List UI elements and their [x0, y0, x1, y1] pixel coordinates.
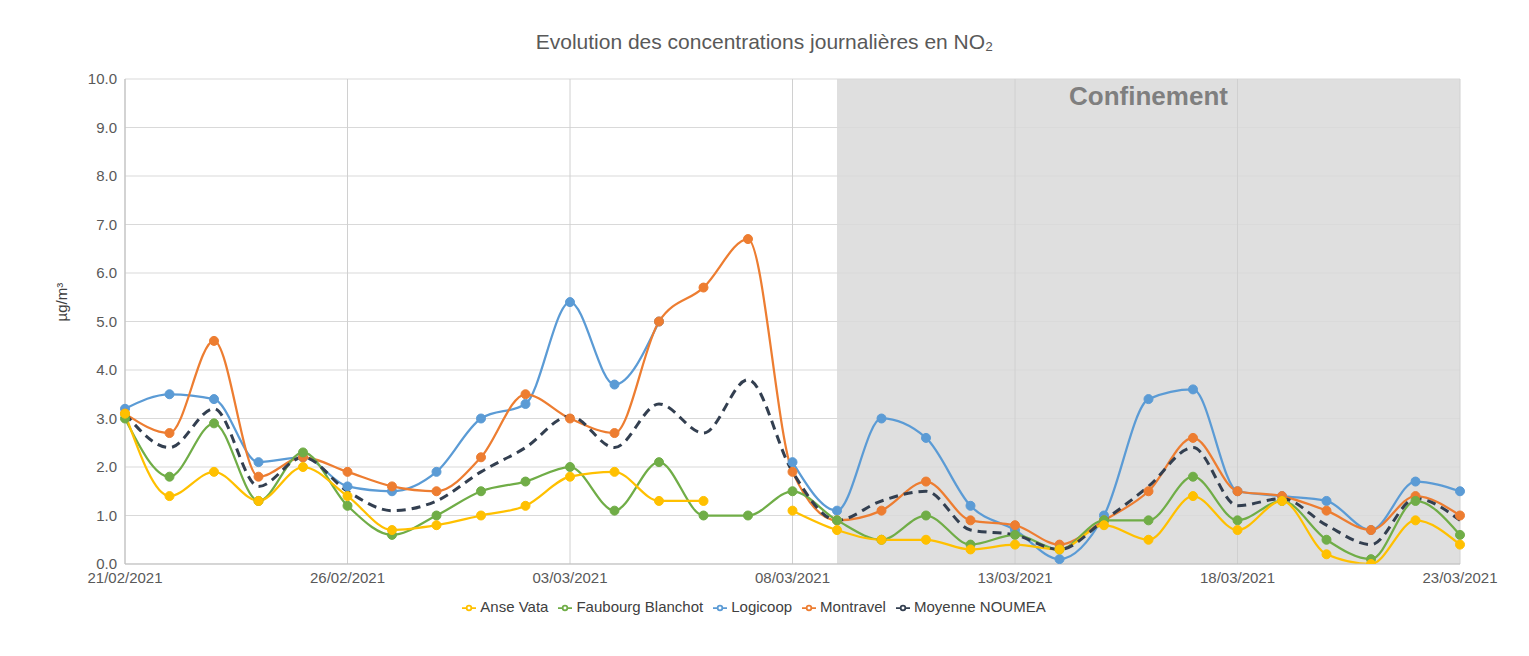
html-text:Evolution des concentrations j: Evolution des concentrations journalière…	[535, 30, 994, 53]
svg-text:5.0: 5.0	[96, 313, 117, 330]
svg-text:10.0: 10.0	[88, 70, 117, 87]
svg-text:23/03/2021: 23/03/2021	[1422, 569, 1497, 586]
svg-text:08/03/2021: 08/03/2021	[755, 569, 830, 586]
svg-text:4.0: 4.0	[96, 361, 117, 378]
svg-text:Confinement: Confinement	[1069, 81, 1228, 111]
svg-text:9.0: 9.0	[96, 119, 117, 136]
svg-text:3.0: 3.0	[96, 410, 117, 427]
html-text:Moyenne NOUMEA: Moyenne NOUMEA	[914, 598, 1046, 615]
svg-text:18/03/2021: 18/03/2021	[1200, 569, 1275, 586]
svg-text:13/03/2021: 13/03/2021	[977, 569, 1052, 586]
svg-text:µg/m³: µg/m³	[53, 283, 70, 322]
html-text:Faubourg Blanchot: Faubourg Blanchot	[576, 598, 704, 615]
svg-text:6.0: 6.0	[96, 264, 117, 281]
svg-text:03/03/2021: 03/03/2021	[532, 569, 607, 586]
svg-text:2.0: 2.0	[96, 458, 117, 475]
html-text:Logicoop: Logicoop	[731, 598, 793, 615]
svg-text:1.0: 1.0	[96, 507, 117, 524]
html-text:Anse Vata: Anse Vata	[480, 598, 549, 615]
svg-text:7.0: 7.0	[96, 216, 117, 233]
html-text:Montravel: Montravel	[820, 598, 886, 615]
svg-text:26/02/2021: 26/02/2021	[310, 569, 385, 586]
svg-text:0.0: 0.0	[96, 555, 117, 572]
svg-text:8.0: 8.0	[96, 167, 117, 184]
svg-text:21/02/2021: 21/02/2021	[87, 568, 163, 586]
